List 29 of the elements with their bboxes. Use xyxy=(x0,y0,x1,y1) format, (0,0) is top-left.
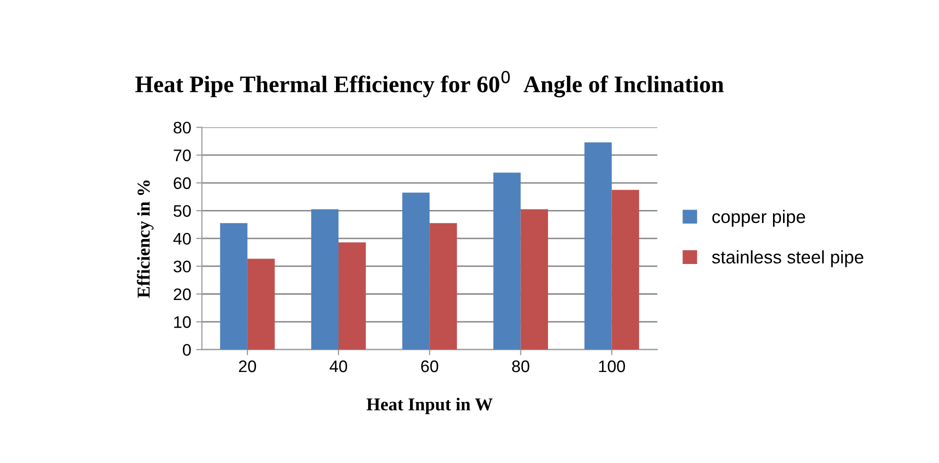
x-tick-label: 40 xyxy=(330,360,348,372)
bar xyxy=(220,223,248,350)
chart-title: Heat Pipe Thermal Efficiency for 60$^{0}$ Angle of Inclination xyxy=(135,70,724,98)
y-tick-label: 20 xyxy=(174,288,191,300)
y-tick-label: 30 xyxy=(174,260,191,272)
y-axis-title: Efficiency in % xyxy=(136,180,154,298)
legend-label: stainless steel pipe xyxy=(712,250,864,268)
x-tick-label: 20 xyxy=(238,360,256,372)
bar xyxy=(402,192,430,350)
bar xyxy=(311,209,339,350)
y-tick-label: 0 xyxy=(182,344,191,356)
y-tick-label: 80 xyxy=(174,122,191,134)
bar xyxy=(520,209,548,350)
bar xyxy=(338,242,366,350)
y-tick-label: 60 xyxy=(174,177,191,190)
y-tick-label: 40 xyxy=(173,232,191,245)
x-tick-label: 100 xyxy=(599,360,626,372)
x-tick-label: 60 xyxy=(421,360,438,372)
legend-label: copper pipe xyxy=(712,210,806,227)
bar xyxy=(612,190,640,350)
y-tick-label: 70 xyxy=(174,150,191,162)
bar xyxy=(584,142,612,350)
y-tick-label: 50 xyxy=(174,205,191,217)
y-tick-label: 10 xyxy=(174,316,191,328)
x-axis-title: Heat Input in W xyxy=(366,398,493,414)
x-tick-label: 80 xyxy=(512,360,530,372)
bar xyxy=(247,258,275,350)
bar xyxy=(493,172,521,350)
bar xyxy=(430,223,457,350)
